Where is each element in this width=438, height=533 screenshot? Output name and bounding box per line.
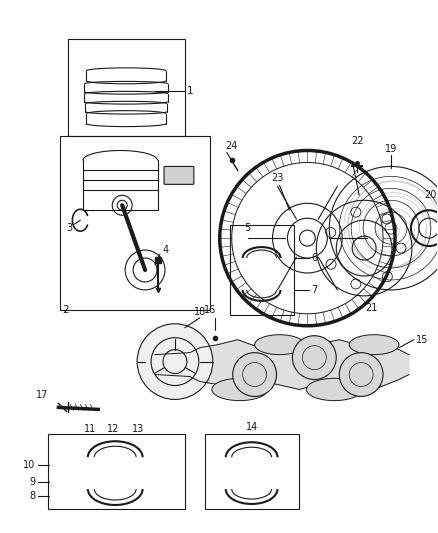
Circle shape: [137, 324, 213, 399]
Ellipse shape: [307, 378, 362, 401]
Text: 8: 8: [29, 491, 35, 501]
Ellipse shape: [349, 335, 399, 354]
Text: 22: 22: [351, 135, 364, 146]
Text: 10: 10: [23, 460, 35, 470]
Text: 2: 2: [63, 305, 69, 315]
Bar: [60, 135, 210, 310]
Text: 16: 16: [204, 305, 216, 315]
Bar: [49, 434, 185, 509]
Text: 17: 17: [36, 391, 49, 400]
Ellipse shape: [254, 335, 304, 354]
Polygon shape: [155, 340, 409, 390]
Text: 20: 20: [425, 190, 437, 200]
Circle shape: [293, 336, 336, 379]
Text: 13: 13: [132, 424, 144, 434]
Text: 4: 4: [163, 245, 169, 255]
Text: 19: 19: [385, 143, 397, 154]
Text: 15: 15: [416, 335, 428, 345]
Text: 5: 5: [245, 223, 251, 233]
Text: 18: 18: [194, 307, 206, 317]
Text: 9: 9: [29, 477, 35, 487]
Bar: [230, 225, 294, 315]
Text: 3: 3: [67, 223, 73, 233]
Text: 24: 24: [226, 141, 238, 150]
FancyBboxPatch shape: [164, 166, 194, 184]
Bar: [68, 39, 185, 135]
Circle shape: [233, 353, 276, 397]
Text: 14: 14: [245, 422, 258, 432]
Text: 7: 7: [311, 285, 318, 295]
Bar: [205, 434, 300, 509]
Text: 1: 1: [187, 86, 194, 96]
Ellipse shape: [212, 378, 268, 401]
Text: 6: 6: [311, 253, 318, 263]
Text: 11: 11: [84, 424, 96, 434]
Text: 23: 23: [271, 173, 284, 183]
Text: 12: 12: [107, 424, 120, 434]
Text: 21: 21: [365, 303, 377, 313]
Circle shape: [339, 353, 383, 397]
